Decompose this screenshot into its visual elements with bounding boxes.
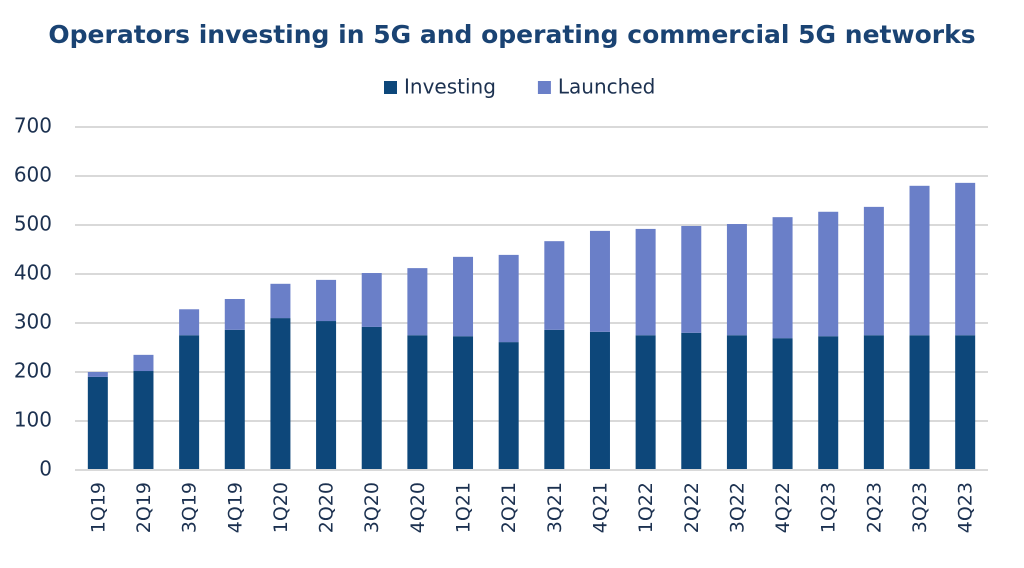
bar	[863, 335, 884, 470]
chart-title: Operators investing in 5G and operating …	[48, 20, 975, 49]
x-tick-label: 2Q19	[133, 482, 155, 533]
y-tick-label: 600	[14, 163, 52, 187]
bar	[498, 254, 519, 343]
x-tick-label: 2Q20	[316, 482, 338, 533]
legend-label: Launched	[558, 75, 655, 99]
y-tick-label: 500	[14, 212, 52, 236]
x-tick-label: 2Q21	[498, 482, 520, 533]
x-tick-label: 4Q22	[772, 482, 794, 533]
x-tick-label: 3Q21	[544, 482, 566, 533]
bar	[955, 182, 976, 336]
bar	[453, 256, 474, 337]
bar	[133, 371, 154, 470]
bar	[544, 241, 565, 330]
bar	[87, 372, 108, 377]
bar	[316, 279, 337, 322]
y-tick-label: 300	[14, 310, 52, 334]
bar	[453, 336, 474, 470]
bar	[818, 336, 839, 470]
x-tick-label: 2Q22	[681, 482, 703, 533]
y-tick-label: 200	[14, 359, 52, 383]
y-tick-label: 100	[14, 408, 52, 432]
bar	[224, 298, 245, 330]
bar	[909, 335, 930, 470]
legend-swatch	[384, 81, 397, 94]
bar	[909, 185, 930, 336]
bar	[179, 309, 200, 336]
bar	[316, 321, 337, 470]
bar	[681, 225, 702, 333]
x-tick-label: 4Q21	[589, 482, 611, 533]
x-tick-label: 4Q20	[407, 482, 429, 533]
bar	[772, 217, 793, 339]
bar	[635, 228, 656, 336]
x-tick-label: 4Q23	[955, 482, 977, 533]
x-tick-label: 3Q19	[179, 482, 201, 533]
bar	[726, 335, 747, 470]
x-tick-label: 1Q23	[818, 482, 840, 533]
bar	[133, 354, 154, 372]
y-tick-label: 400	[14, 261, 52, 285]
bar	[726, 224, 747, 336]
x-tick-label: 1Q22	[635, 482, 657, 533]
bar	[635, 335, 656, 470]
bar	[361, 326, 382, 470]
bar	[179, 335, 200, 470]
bar	[407, 335, 428, 470]
x-tick-label: 1Q20	[270, 482, 292, 533]
y-tick-label: 0	[39, 457, 52, 481]
bar	[955, 335, 976, 470]
x-tick-label: 3Q22	[726, 482, 748, 533]
bar	[224, 329, 245, 470]
x-tick-label: 1Q21	[453, 482, 475, 533]
x-tick-label: 3Q23	[909, 482, 931, 533]
bar	[589, 230, 610, 332]
y-tick-label: 700	[14, 114, 52, 138]
bar	[361, 273, 382, 327]
bar	[681, 332, 702, 470]
x-tick-label: 4Q19	[224, 482, 246, 533]
legend-label: Investing	[404, 75, 496, 99]
bar	[589, 331, 610, 470]
bar	[772, 338, 793, 470]
bar	[407, 268, 428, 336]
bar	[270, 283, 291, 319]
x-tick-label: 1Q19	[87, 482, 109, 533]
bar	[863, 206, 884, 336]
bar	[544, 329, 565, 470]
bar	[498, 342, 519, 470]
x-tick-label: 3Q20	[361, 482, 383, 533]
x-tick-label: 2Q23	[863, 482, 885, 533]
bar	[270, 318, 291, 470]
bar	[818, 211, 839, 337]
bar	[87, 376, 108, 470]
legend-swatch	[537, 81, 551, 94]
